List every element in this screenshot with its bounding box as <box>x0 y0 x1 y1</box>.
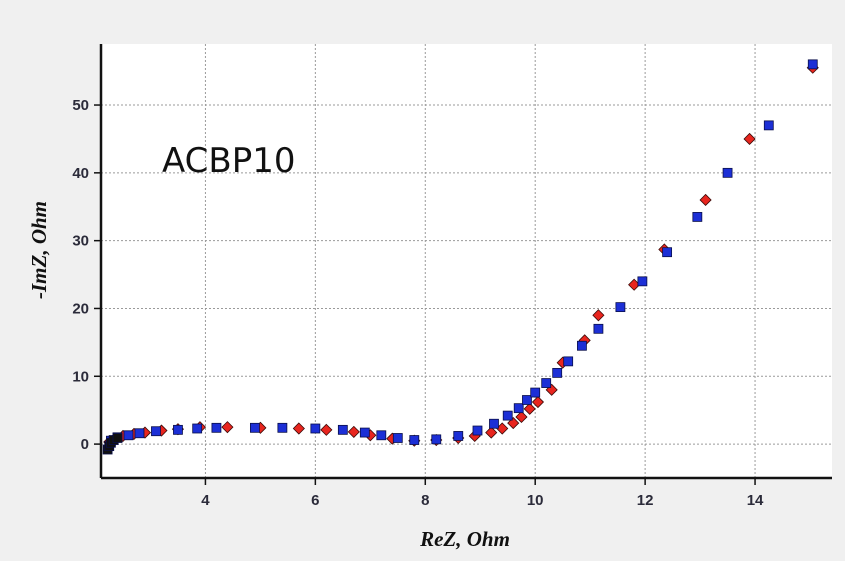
data-point-square <box>577 340 587 351</box>
x-tick-label: 10 <box>527 492 544 509</box>
data-point-diamond <box>743 132 756 146</box>
data-point-square <box>807 59 818 70</box>
y-tick-label: 40 <box>72 165 89 182</box>
y-tick-labels: 0 10 20 30 40 50 <box>72 97 89 453</box>
data-point-diamond <box>515 410 528 424</box>
data-point-square <box>489 418 499 429</box>
y-tick-label: 50 <box>72 97 89 114</box>
y-tick-label: 30 <box>72 233 89 250</box>
data-point-square <box>310 423 321 434</box>
data-point-square <box>151 426 161 437</box>
data-points <box>102 59 819 455</box>
data-point-square <box>392 433 403 443</box>
data-point-square <box>502 410 513 421</box>
data-point-square <box>192 423 203 434</box>
x-tick-label: 6 <box>311 492 319 509</box>
plot-area <box>101 44 832 478</box>
data-point-square <box>615 302 626 313</box>
data-point-square <box>337 424 348 435</box>
data-point-diamond <box>320 423 333 436</box>
data-point-square <box>722 167 733 178</box>
data-point-diamond <box>292 422 305 435</box>
data-point-square <box>637 276 648 287</box>
data-point-diamond <box>592 309 605 322</box>
y-tick-label: 20 <box>72 300 89 317</box>
data-point-square <box>563 356 574 367</box>
data-point-square <box>376 430 387 441</box>
series-3 <box>102 433 123 455</box>
grid <box>101 44 832 478</box>
x-axis-title: ReZ, Ohm <box>419 527 510 551</box>
y-axis-title: -ImZ, Ohm <box>27 201 51 299</box>
data-point-square <box>522 395 532 405</box>
data-point-square <box>359 427 370 438</box>
axes <box>99 44 832 480</box>
x-tick-label: 8 <box>421 492 429 509</box>
data-point-square <box>763 120 774 131</box>
data-point-square <box>173 424 183 435</box>
y-tick-label: 0 <box>81 436 89 453</box>
x-tick-label: 4 <box>201 492 210 509</box>
sample-annotation: ACBP10 <box>162 141 296 181</box>
data-point-square <box>134 428 145 439</box>
data-point-diamond <box>699 193 712 207</box>
data-point-square <box>453 431 464 441</box>
data-point-square <box>530 387 541 398</box>
data-point-square <box>277 422 288 433</box>
x-tick-labels: 4 6 8 10 12 14 <box>201 492 764 509</box>
data-point-square <box>472 425 483 436</box>
data-point-diamond <box>347 425 360 438</box>
data-point-square <box>249 422 260 433</box>
data-point-square <box>211 422 222 433</box>
data-point-diamond <box>531 395 545 409</box>
data-point-square <box>112 433 123 443</box>
data-point-square <box>662 247 673 258</box>
data-point-square <box>593 323 604 334</box>
data-point-diamond <box>523 402 536 415</box>
y-tick-label: 10 <box>72 368 89 385</box>
x-tick-label: 14 <box>747 492 764 509</box>
data-point-diamond <box>485 426 498 439</box>
data-point-diamond <box>221 421 234 434</box>
data-point-square <box>431 434 442 445</box>
data-point-square <box>552 367 563 378</box>
data-point-square <box>692 212 703 222</box>
data-point-square <box>123 430 134 441</box>
data-point-square <box>513 403 524 414</box>
x-tick-label: 12 <box>637 492 654 509</box>
data-point-square <box>541 378 552 388</box>
data-point-square <box>409 435 420 445</box>
